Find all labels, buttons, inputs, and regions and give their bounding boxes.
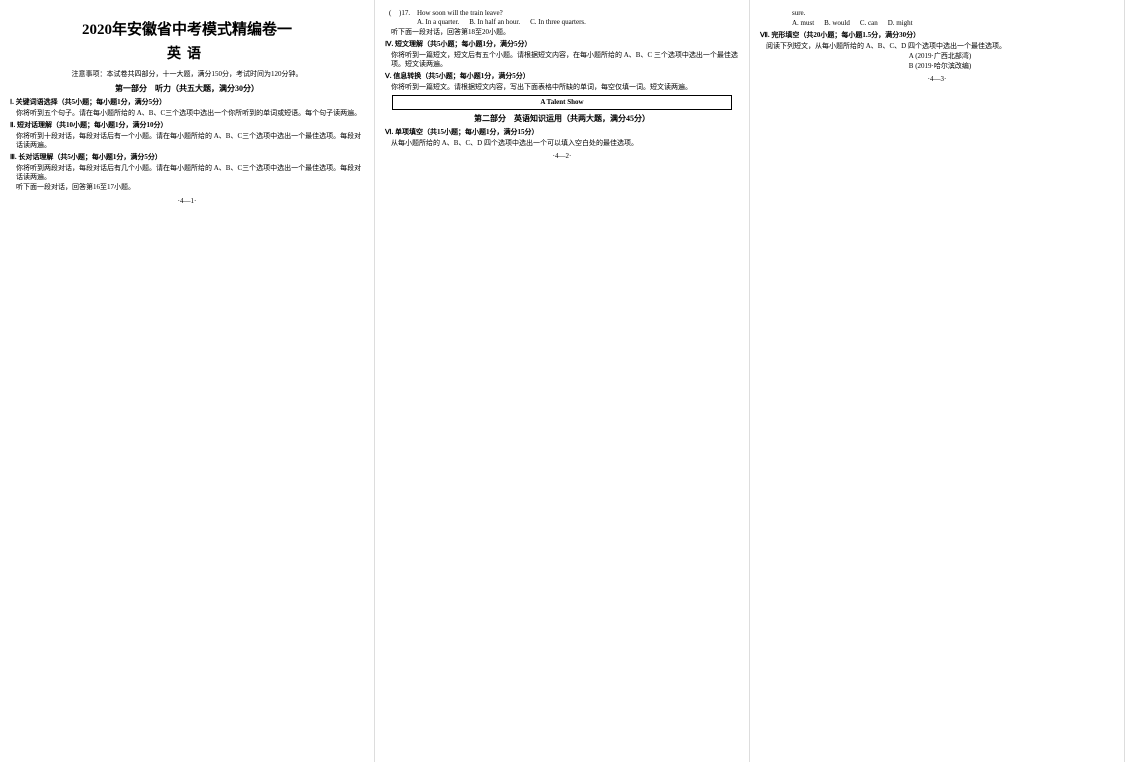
q39-opts: A. mustB. wouldC. canD. might [792, 19, 1114, 28]
q17: ()17.How soon will the train leave? [389, 9, 739, 18]
q39-cont: sure. [792, 9, 1114, 18]
s6-sub: 从每小题所给的 A、B、C、D 四个选项中选出一个可以填入空白处的最佳选项。 [391, 139, 739, 148]
s4-header: Ⅳ. 短文理解（共5小题；每小题1分，满分5分） [385, 39, 739, 49]
talent-table: A Talent Show [392, 95, 732, 110]
column-1: 2020年安徽省中考模式精编卷一 英语 注意事项：本试卷共四部分，十一大题，满分… [0, 0, 375, 762]
passage-b-label: B (2019·哈尔滨改编) [766, 62, 1114, 71]
s6-header: Ⅵ. 单项填空（共15小题；每小题1分，满分15分） [385, 127, 739, 137]
s3-sub: 你将听到两段对话，每段对话后有几个小题。请在每小题所给的 A、B、C三个选项中选… [16, 164, 364, 182]
s1-header: Ⅰ. 关键词语选择（共5小题；每小题1分，满分5分） [10, 97, 364, 107]
s2-header: Ⅱ. 短对话理解（共10小题；每小题1分，满分10分） [10, 120, 364, 130]
q17-opts: A. In a quarter.B. In half an hour.C. In… [417, 18, 739, 27]
s3-s1: 听下面一段对话，回答第16至17小题。 [16, 183, 364, 192]
table-title: A Talent Show [393, 95, 732, 109]
part2-header: 第二部分 英语知识运用（共两大题，满分45分） [385, 113, 739, 124]
subject: 英语 [10, 43, 364, 63]
page-number-2: ·4—2· [385, 152, 739, 160]
passage-a-label: A (2019·广西北部湾) [766, 52, 1114, 61]
s4-sub: 你将听到一篇短文，短文后有五个小题。请根据短文内容，在每小题所给的 A、B、C … [391, 51, 739, 69]
column-2: ()17.How soon will the train leave? A. I… [375, 0, 750, 762]
s3-s2: 听下面一段对话，回答第18至20小题。 [391, 28, 739, 37]
s7-header: Ⅶ. 完形填空（共20小题；每小题1.5分，满分30分） [760, 30, 1114, 40]
part1-header: 第一部分 听力（共五大题，满分30分） [10, 83, 364, 94]
column-3: sure. A. mustB. wouldC. canD. might Ⅶ. 完… [750, 0, 1125, 762]
s7-sub: 阅读下列短文，从每小题所给的 A、B、C、D 四个选项中选出一个最佳选项。 [766, 42, 1114, 51]
s5-sub: 你将听到一篇短文。请根据短文内容，写出下面表格中所缺的单词，每空仅填一词。短文读… [391, 83, 739, 92]
s3-header: Ⅲ. 长对话理解（共5小题；每小题1分，满分5分） [10, 152, 364, 162]
s2-sub: 你将听到十段对话，每段对话后有一个小题。请在每小题所给的 A、B、C三个选项中选… [16, 132, 364, 150]
main-title: 2020年安徽省中考模式精编卷一 [10, 18, 364, 39]
exam-note: 注意事项：本试卷共四部分，十一大题，满分150分，考试时间为120分钟。 [10, 69, 364, 79]
s5-header: Ⅴ. 信息转换（共5小题；每小题1分，满分5分） [385, 71, 739, 81]
page-number-1: ·4—1· [10, 197, 364, 205]
s1-sub: 你将听到五个句子。请在每小题所给的 A、B、C三个选项中选出一个你所听到的单词或… [16, 109, 364, 118]
page-number-3: ·4—3· [760, 75, 1114, 83]
